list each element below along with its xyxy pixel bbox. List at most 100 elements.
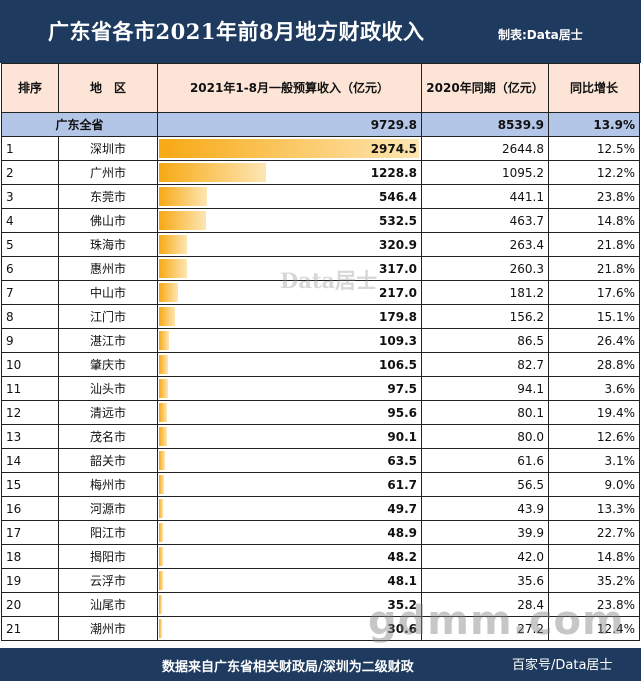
city-cell: 阳江市 <box>58 520 158 545</box>
value-label: 95.6 <box>387 405 417 420</box>
bar-mark <box>159 619 162 638</box>
growth-cell: 23.8% <box>548 184 640 209</box>
prev-cell: 28.4 <box>421 592 549 617</box>
rank-cell: 15 <box>1 472 59 497</box>
prev-cell: 1095.2 <box>421 160 549 185</box>
value-label: 2974.5 <box>370 141 417 156</box>
city-cell: 珠海市 <box>58 232 158 257</box>
bar-mark <box>159 355 168 374</box>
value-cell: 317.0 <box>157 256 422 281</box>
value-label: 30.6 <box>387 621 417 636</box>
prev-cell: 39.9 <box>421 520 549 545</box>
footer-banner: 数据来自广东省相关财政局/深圳为二级财政 百家号/Data居士 <box>0 648 641 681</box>
value-cell: 1228.8 <box>157 160 422 185</box>
growth-cell: 35.2% <box>548 568 640 593</box>
prev-cell: 86.5 <box>421 328 549 353</box>
value-cell: 2974.5 <box>157 136 422 161</box>
col-header-rank: 排序 <box>1 63 59 113</box>
table-row: 14 韶关市 63.5 61.6 3.1% <box>1 448 640 473</box>
rank-cell: 20 <box>1 592 59 617</box>
city-cell: 惠州市 <box>58 256 158 281</box>
prev-cell: 463.7 <box>421 208 549 233</box>
value-label: 90.1 <box>387 429 417 444</box>
value-label: 48.1 <box>387 573 417 588</box>
col-header-value: 2021年1-8月一般预算收入（亿元） <box>157 63 422 113</box>
table-row: 4 佛山市 532.5 463.7 14.8% <box>1 208 640 233</box>
value-cell: 106.5 <box>157 352 422 377</box>
city-cell: 广州市 <box>58 160 158 185</box>
table-row: 8 江门市 179.8 156.2 15.1% <box>1 304 640 329</box>
value-cell: 30.6 <box>157 616 422 641</box>
value-label: 48.9 <box>387 525 417 540</box>
rank-cell: 14 <box>1 448 59 473</box>
col-header-growth: 同比增长 <box>548 63 640 113</box>
bar-mark <box>159 211 206 230</box>
rank-cell: 19 <box>1 568 59 593</box>
footer-source: 百家号/Data居士 <box>512 658 613 673</box>
table-row: 7 中山市 217.0 181.2 17.6% <box>1 280 640 305</box>
growth-cell: 17.6% <box>548 280 640 305</box>
prev-cell: 156.2 <box>421 304 549 329</box>
rank-cell: 12 <box>1 400 59 425</box>
value-label: 106.5 <box>379 357 417 372</box>
rank-cell: 4 <box>1 208 59 233</box>
bar-mark <box>159 451 165 470</box>
value-cell: 90.1 <box>157 424 422 449</box>
growth-cell: 13.3% <box>548 496 640 521</box>
rank-cell: 6 <box>1 256 59 281</box>
page-title: 广东省各市2021年前8月地方财政收入 <box>48 19 425 44</box>
rank-cell: 13 <box>1 424 59 449</box>
prev-cell: 82.7 <box>421 352 549 377</box>
bar-mark <box>159 523 163 542</box>
rank-cell: 1 <box>1 136 59 161</box>
value-label: 97.5 <box>387 381 417 396</box>
value-label: 317.0 <box>379 261 417 276</box>
bar-mark <box>159 499 163 518</box>
growth-cell: 15.1% <box>548 304 640 329</box>
city-cell: 揭阳市 <box>58 544 158 569</box>
growth-cell: 3.6% <box>548 376 640 401</box>
bar-mark <box>159 547 163 566</box>
prev-cell: 42.0 <box>421 544 549 569</box>
city-cell: 中山市 <box>58 280 158 305</box>
prev-cell: 181.2 <box>421 280 549 305</box>
footer-note: 数据来自广东省相关财政局/深圳为二级财政 <box>162 660 414 675</box>
table-row: 17 阳江市 48.9 39.9 22.7% <box>1 520 640 545</box>
value-cell: 320.9 <box>157 232 422 257</box>
bar-mark <box>159 571 163 590</box>
city-cell: 云浮市 <box>58 568 158 593</box>
value-label: 109.3 <box>379 333 417 348</box>
value-cell: 63.5 <box>157 448 422 473</box>
rank-cell: 21 <box>1 616 59 641</box>
table-row: 12 清远市 95.6 80.1 19.4% <box>1 400 640 425</box>
rank-cell: 2 <box>1 160 59 185</box>
header-banner: 广东省各市2021年前8月地方财政收入 制表:Data居士 <box>0 0 641 63</box>
data-table: 排序 地 区 2021年1-8月一般预算收入（亿元） 2020年同期（亿元） 同… <box>1 63 640 641</box>
growth-cell: 21.8% <box>548 232 640 257</box>
bar-mark <box>159 283 178 302</box>
value-label: 1228.8 <box>370 165 417 180</box>
city-cell: 梅州市 <box>58 472 158 497</box>
city-cell: 韶关市 <box>58 448 158 473</box>
value-cell: 109.3 <box>157 328 422 353</box>
city-cell: 清远市 <box>58 400 158 425</box>
table-row: 6 惠州市 317.0 260.3 21.8% <box>1 256 640 281</box>
city-cell: 肇庆市 <box>58 352 158 377</box>
rank-cell: 7 <box>1 280 59 305</box>
growth-cell: 26.4% <box>548 328 640 353</box>
value-label: 61.7 <box>387 477 417 492</box>
total-label: 广东全省 <box>1 112 158 137</box>
value-label: 546.4 <box>379 189 417 204</box>
rank-cell: 9 <box>1 328 59 353</box>
value-cell: 97.5 <box>157 376 422 401</box>
value-cell: 48.1 <box>157 568 422 593</box>
prev-cell: 80.1 <box>421 400 549 425</box>
value-cell: 49.7 <box>157 496 422 521</box>
growth-cell: 3.1% <box>548 448 640 473</box>
value-cell: 179.8 <box>157 304 422 329</box>
city-cell: 茂名市 <box>58 424 158 449</box>
value-cell: 61.7 <box>157 472 422 497</box>
prev-cell: 56.5 <box>421 472 549 497</box>
value-label: 35.2 <box>387 597 417 612</box>
prev-cell: 43.9 <box>421 496 549 521</box>
